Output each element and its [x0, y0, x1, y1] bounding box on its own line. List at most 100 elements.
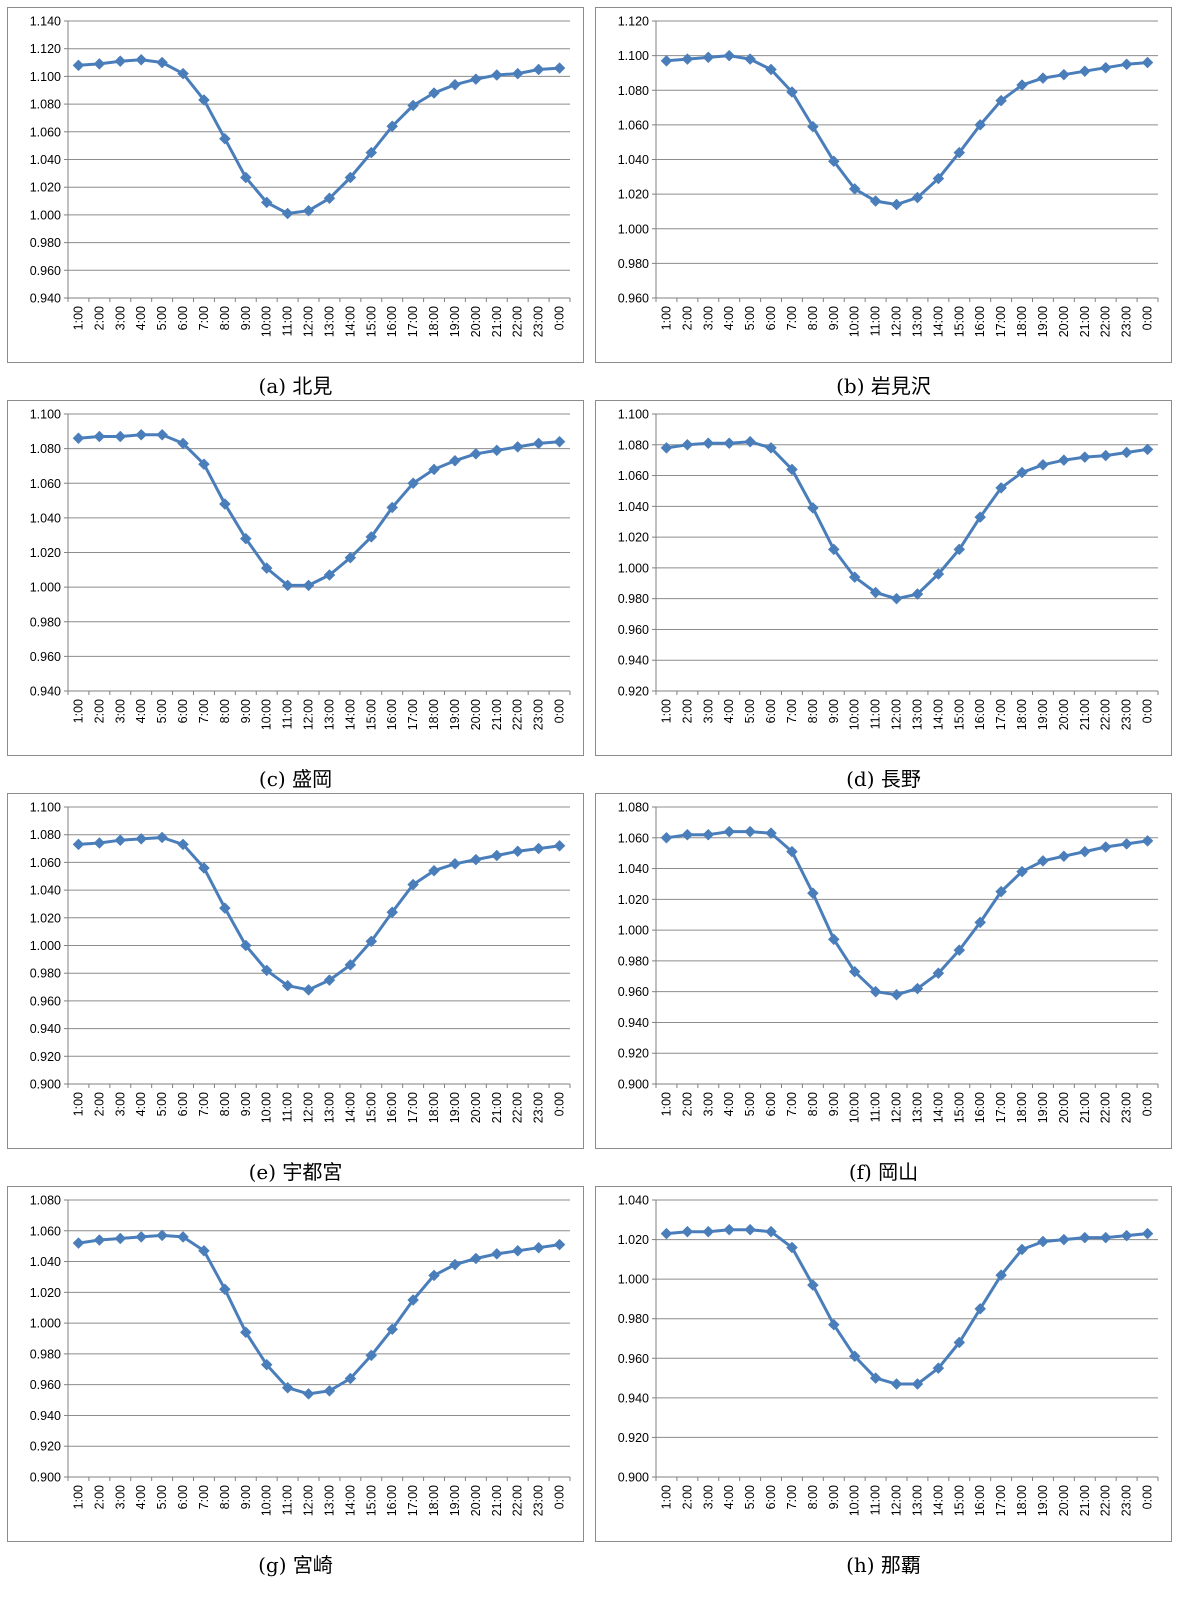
- chart-f-data-point: [765, 827, 777, 840]
- chart-e-data-point: [72, 838, 85, 851]
- chart-c-ytick-label: 1.080: [30, 442, 61, 456]
- chart-a-data-point: [553, 62, 566, 74]
- chart-e-xtick-label: 2:00: [92, 1092, 106, 1116]
- chart-c-data-point: [260, 562, 273, 574]
- chart-b-data-point: [744, 53, 756, 65]
- chart-c-ytick-label: 0.960: [30, 650, 61, 664]
- chart-g-xtick-label: 18:00: [427, 1485, 441, 1516]
- chart-a-svg: 0.940 0.960 0.980 1.000 1.020 1.040 1.060 1.080…: [7, 7, 584, 363]
- chart-c-xtick-label: 5:00: [155, 699, 169, 723]
- chart-e-xtick-label: 5:00: [155, 1092, 169, 1116]
- chart-a-xtick-label: 14:00: [343, 306, 357, 337]
- chart-c-data-point: [490, 444, 503, 457]
- chart-d-ytick-label: 1.020: [618, 531, 649, 545]
- chart-a-caption: (a) 北見: [258, 374, 333, 398]
- chart-b-ytick-label: 1.080: [618, 84, 649, 98]
- chart-a-xtick-label: 22:00: [511, 306, 525, 337]
- chart-e-xtick-label: 20:00: [469, 1092, 483, 1123]
- chart-c-ytick-label: 1.060: [30, 477, 61, 491]
- chart-f-data-point: [1120, 838, 1133, 850]
- chart-e-xtick-label: 22:00: [511, 1092, 525, 1123]
- chart-f-data-point: [995, 885, 1007, 898]
- chart-g-data-point: [428, 1269, 440, 1282]
- chart-e-data-point: [428, 864, 440, 877]
- chart-d-data-point: [890, 592, 903, 605]
- chart-g-ytick-label: 0.980: [30, 1347, 61, 1361]
- chart-e-xtick-label: 16:00: [385, 1092, 399, 1123]
- chart-d-xtick-label: 2:00: [680, 699, 694, 723]
- chart-g-data-point: [470, 1252, 482, 1265]
- chart-g-data-point: [93, 1234, 106, 1246]
- chart-g-data-point: [198, 1244, 210, 1257]
- chart-e-data-point: [219, 902, 231, 914]
- chart-g-ytick-label: 0.940: [30, 1409, 61, 1423]
- chart-a-data-point: [239, 171, 252, 184]
- chart-h-data-point: [1016, 1243, 1028, 1256]
- chart-b-xtick-label: 7:00: [785, 306, 799, 330]
- chart-d-data-point: [848, 571, 861, 583]
- chart-f-data-point: [744, 825, 756, 838]
- chart-a-data-point: [365, 146, 378, 159]
- chart-panel-a: 0.940 0.960 0.980 1.000 1.020 1.040 1.060 1.080…: [7, 7, 584, 403]
- chart-d-xtick-label: 23:00: [1120, 699, 1134, 730]
- chart-b-svg: 0.960 0.980 1.000 1.020 1.040 1.060 1.080 1.100…: [595, 7, 1172, 363]
- chart-f-xtick-label: 5:00: [743, 1092, 757, 1116]
- chart-h-xtick-label: 9:00: [827, 1485, 841, 1509]
- chart-c-data-point: [511, 441, 524, 453]
- chart-a-xtick-label: 8:00: [218, 306, 232, 330]
- chart-f-svg: 0.900 0.920 0.940 0.960 0.980 1.000 1.020 1.040…: [595, 793, 1172, 1149]
- chart-b-xtick-label: 10:00: [848, 306, 862, 337]
- chart-g-ytick-label: 1.040: [30, 1255, 61, 1269]
- chart-d-xtick-label: 19:00: [1036, 699, 1050, 730]
- chart-e-xtick-label: 10:00: [260, 1092, 274, 1123]
- chart-g-xtick-label: 1:00: [71, 1485, 85, 1509]
- chart-h-data-point: [1120, 1229, 1133, 1242]
- chart-a-xtick-label: 4:00: [134, 306, 148, 330]
- chart-g-svg: 0.900 0.920 0.940 0.960 0.980 1.000 1.020 1.040…: [7, 1186, 584, 1542]
- chart-h-xtick-label: 0:00: [1141, 1485, 1155, 1509]
- chart-f-ytick-label: 1.020: [618, 893, 649, 907]
- chart-a-data-point: [428, 87, 440, 99]
- chart-a-data-point: [93, 58, 106, 70]
- chart-f-data-point: [932, 967, 945, 980]
- chart-f-data-point: [869, 985, 882, 998]
- chart-c-xtick-label: 4:00: [134, 699, 148, 723]
- chart-d-data-point: [786, 463, 798, 476]
- chart-c-data-point: [344, 551, 357, 564]
- chart-c-xtick-label: 21:00: [490, 699, 504, 730]
- chart-e-ytick-label: 1.020: [30, 911, 61, 925]
- chart-b-data-point: [1099, 61, 1112, 74]
- chart-h-data-point: [911, 1378, 924, 1390]
- chart-d-xtick-label: 9:00: [827, 699, 841, 723]
- chart-a-data-point: [490, 69, 503, 81]
- chart-a-xtick-label: 19:00: [448, 306, 462, 337]
- chart-a-data-point: [260, 196, 273, 209]
- chart-a-xtick-label: 9:00: [239, 306, 253, 330]
- chart-a-frame: [7, 7, 584, 363]
- chart-g-data-point: [72, 1237, 85, 1249]
- chart-g-data-point: [490, 1248, 503, 1260]
- chart-d-ytick-label: 1.000: [618, 561, 649, 575]
- chart-a-data-point: [386, 120, 399, 133]
- chart-h-xtick-label: 5:00: [743, 1485, 757, 1509]
- chart-e-ytick-label: 1.000: [30, 939, 61, 953]
- chart-b-data-point: [911, 191, 924, 204]
- chart-g-ytick-label: 0.960: [30, 1378, 61, 1392]
- chart-e-ytick-label: 1.100: [30, 801, 61, 815]
- chart-g-data-point: [365, 1349, 378, 1362]
- chart-b-xtick-label: 23:00: [1120, 306, 1134, 337]
- chart-c-data-point: [386, 501, 399, 514]
- chart-h-data-point: [681, 1225, 694, 1238]
- chart-h-xtick-label: 16:00: [973, 1485, 987, 1516]
- chart-b-xtick-label: 6:00: [764, 306, 778, 330]
- chart-h-data-point: [869, 1372, 882, 1384]
- chart-d-xtick-label: 18:00: [1015, 699, 1029, 730]
- chart-c-xtick-label: 1:00: [71, 699, 85, 723]
- chart-h-xtick-label: 2:00: [680, 1485, 694, 1509]
- chart-a-xtick-label: 10:00: [260, 306, 274, 337]
- chart-e-data-point: [323, 974, 336, 986]
- chart-g-data-point: [449, 1258, 461, 1271]
- chart-d-data-point: [1120, 446, 1133, 459]
- chart-b-xtick-label: 20:00: [1057, 306, 1071, 337]
- chart-h-data-point: [953, 1336, 966, 1349]
